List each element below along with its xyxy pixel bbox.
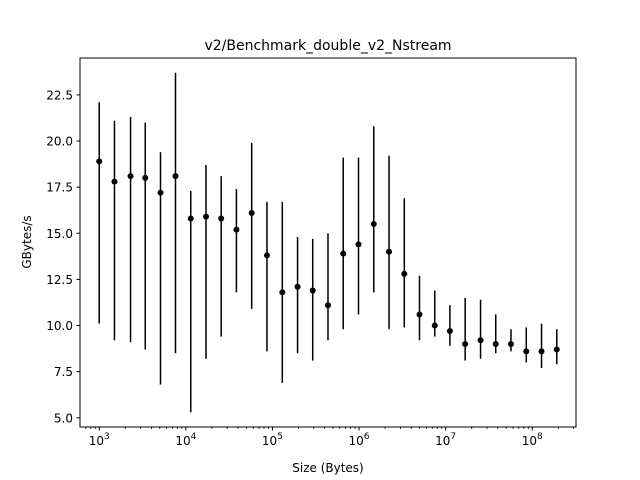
data-point [248,209,255,216]
data-point [187,215,194,222]
x-tick-label: 104 [175,432,196,448]
data-point [386,248,393,255]
data-point [416,311,423,318]
data-point [355,241,362,248]
y-tick-label: 7.5 [54,365,73,379]
y-tick-label: 17.5 [46,181,73,195]
data-point [370,221,377,228]
data-point [401,270,408,277]
y-tick-label: 12.5 [46,273,73,287]
x-tick-label: 107 [435,432,456,448]
y-tick-label: 20.0 [46,135,73,149]
plot-frame [79,57,577,428]
x-tick-label: 108 [522,432,543,448]
y-axis-ticks: 5.0 7.5 10.0 12.5 15.0 17.5 20.0 22.5 [46,88,80,425]
data-point [157,189,164,196]
data-point [538,348,545,355]
data-point [446,328,453,335]
data-point [507,340,514,347]
x-tick-label: 105 [262,432,283,448]
data-point [324,302,331,309]
x-axis-ticks: 103 104 105 106 107 108 [85,427,574,448]
data-point [233,226,240,233]
data-point [218,215,225,222]
data-point [279,289,286,296]
data-point [523,348,530,355]
data-point [111,178,118,185]
data-point [340,250,347,257]
data-point [294,283,301,290]
y-tick-label: 15.0 [46,227,73,241]
x-tick-label: 103 [89,432,110,448]
data-point [477,337,484,344]
y-tick-label: 22.5 [46,88,73,102]
data-point [203,213,210,220]
y-axis-label: GBytes/s [20,215,34,268]
data-point [127,173,134,180]
data-point [492,340,499,347]
y-tick-label: 5.0 [54,411,73,425]
data-point [142,174,149,181]
data-point [553,346,560,353]
x-tick-label: 106 [349,432,370,448]
data-point [172,173,179,180]
data-point [462,340,469,347]
data-point [263,252,270,259]
plot-marks [96,72,560,413]
chart-title: v2/Benchmark_double_v2_Nstream [204,38,451,54]
y-tick-label: 10.0 [46,319,73,333]
x-axis-label: Size (Bytes) [292,461,363,475]
data-point [96,158,103,165]
data-point [309,287,316,294]
data-point [431,322,438,329]
